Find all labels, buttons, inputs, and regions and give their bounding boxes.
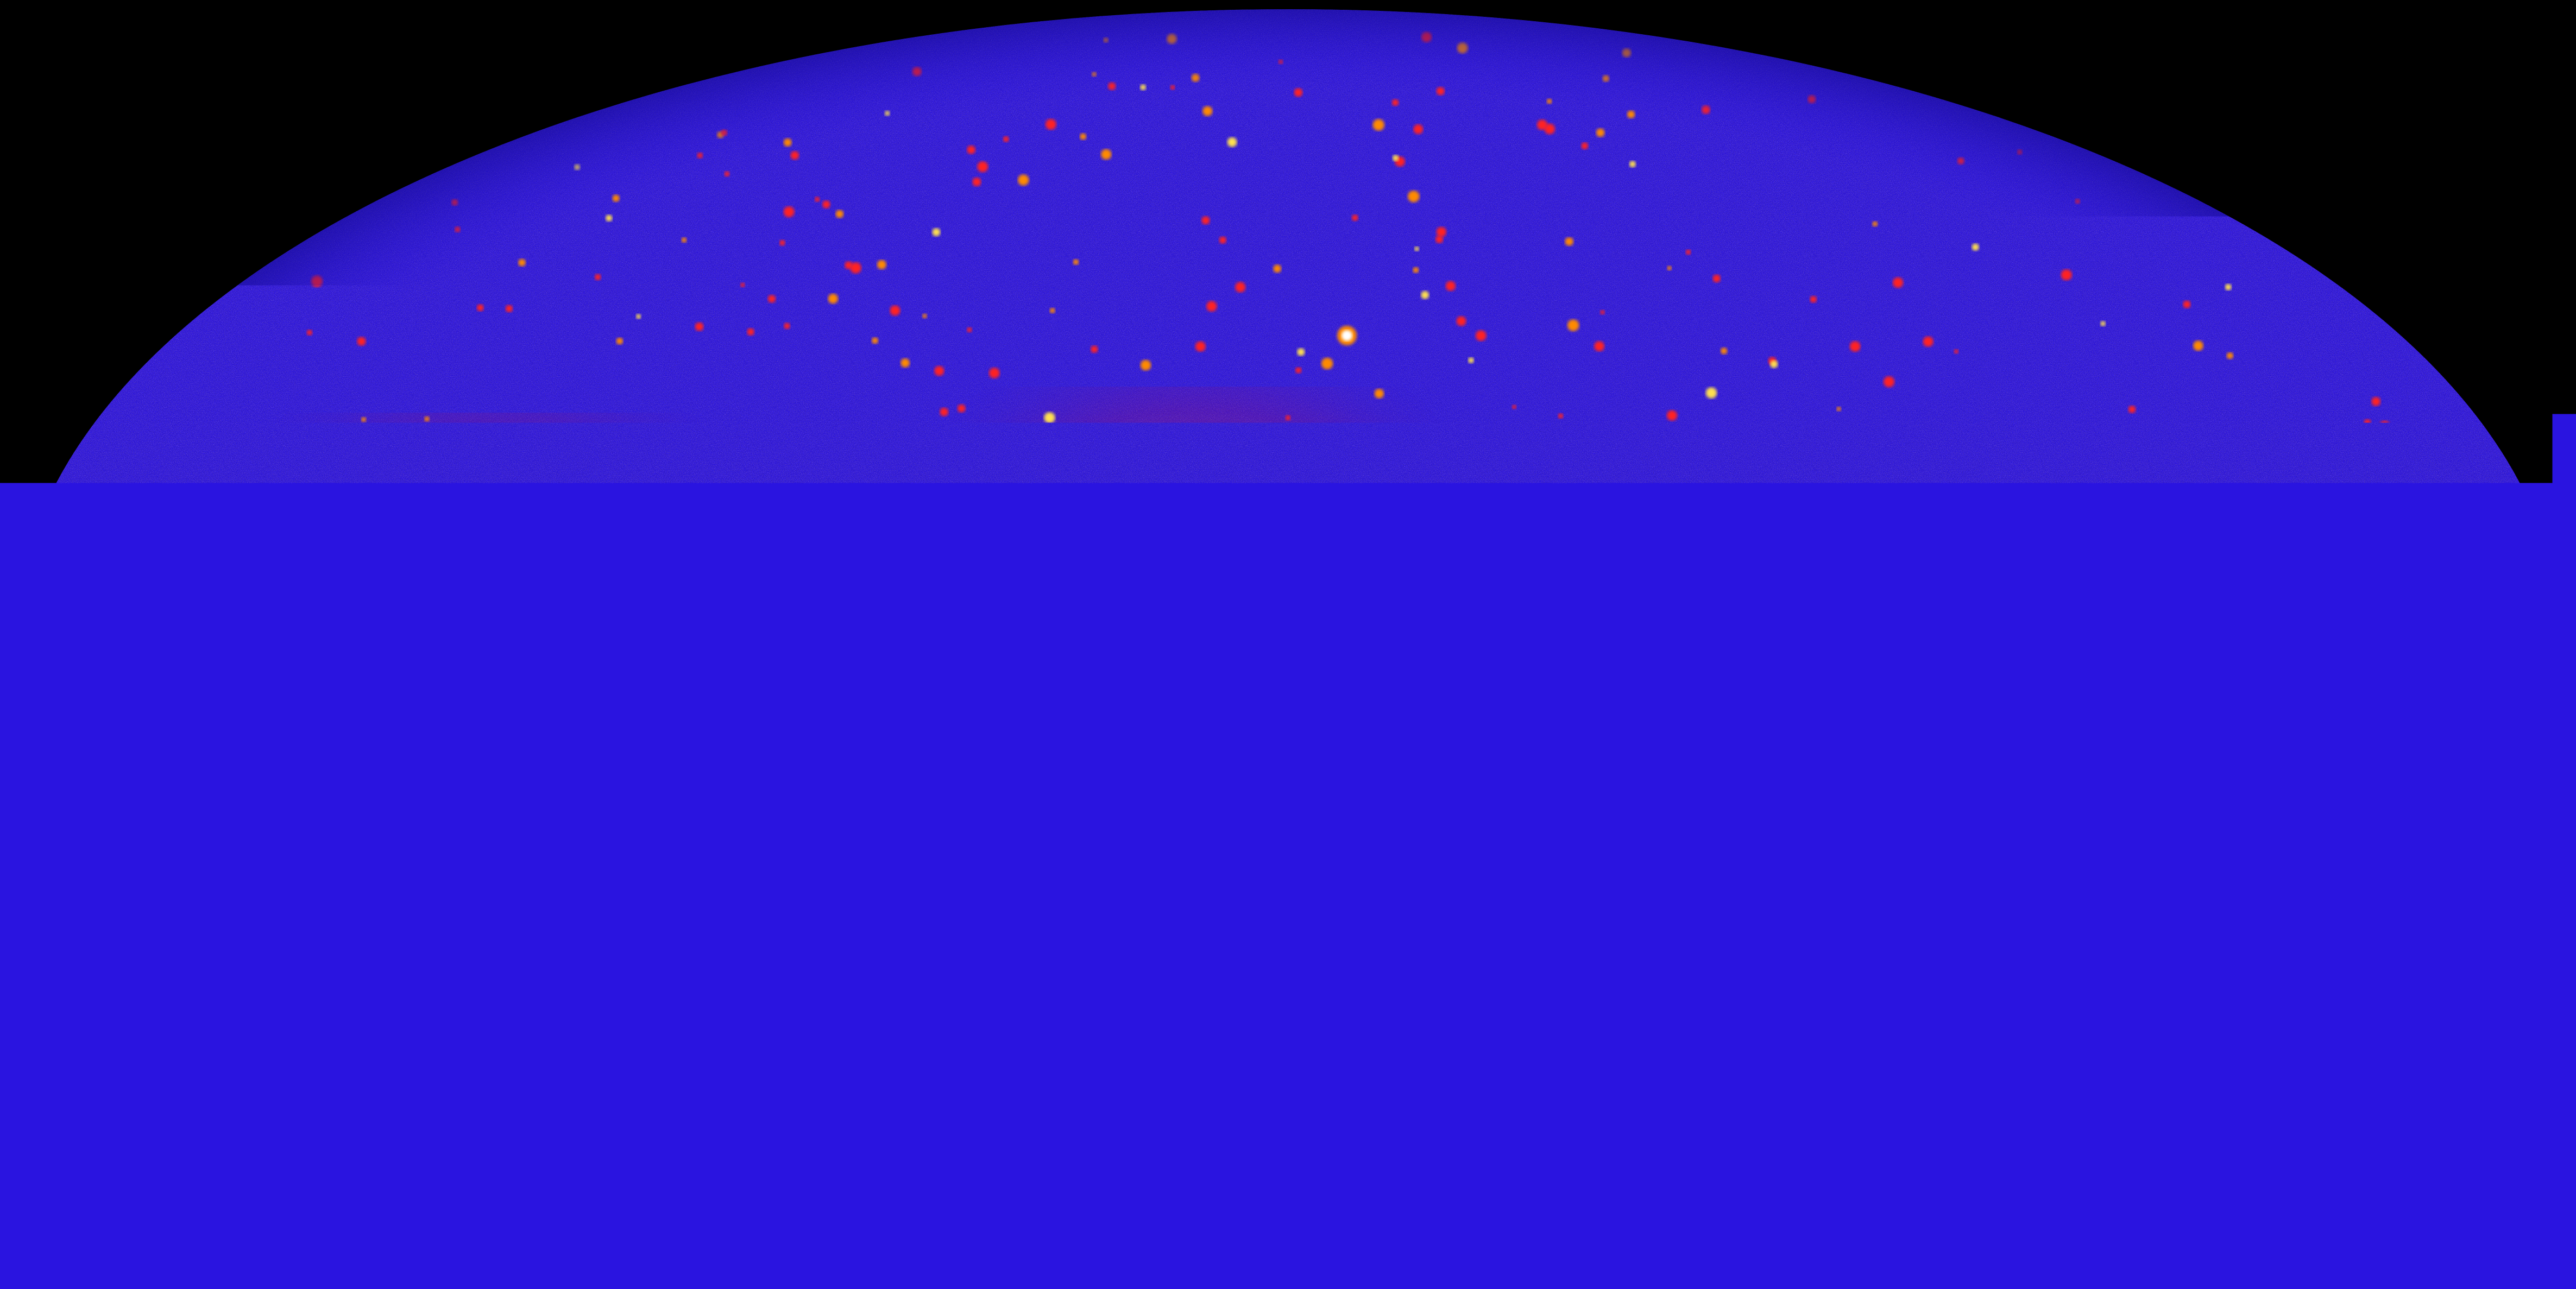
sky-limb bbox=[15, 9, 2562, 1280]
